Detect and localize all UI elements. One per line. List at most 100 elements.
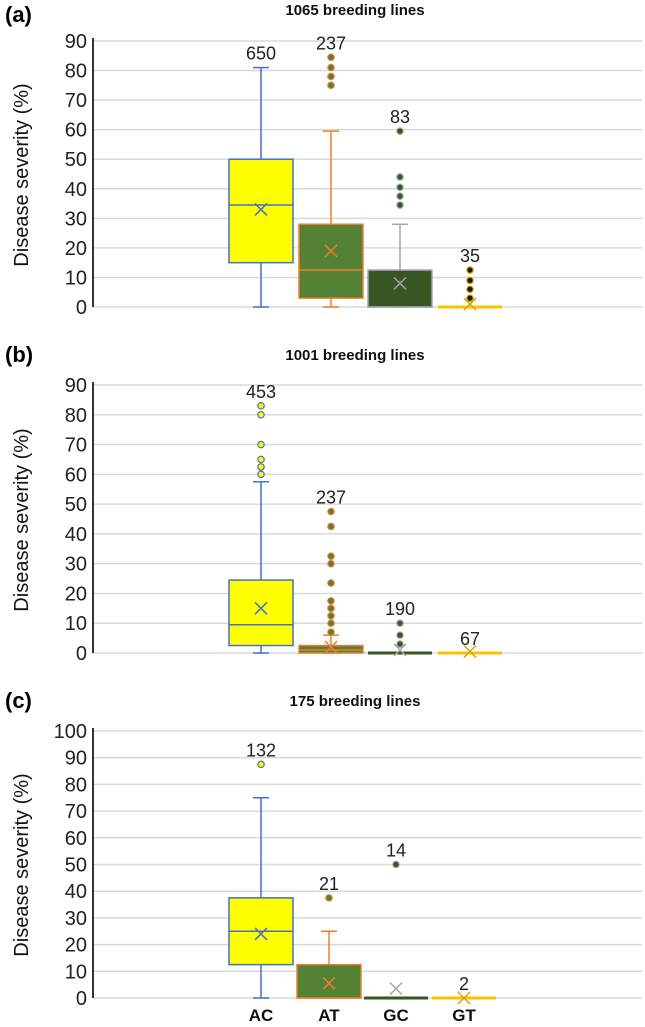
mean-marker (457, 991, 471, 1005)
y-tick-label: 20 (65, 583, 87, 605)
box-iqr (298, 223, 364, 299)
outlier-point (257, 455, 265, 464)
y-tick-label: 40 (65, 524, 87, 546)
outlier-point (327, 63, 335, 72)
count-label: 21 (319, 874, 339, 894)
box-iqr (228, 158, 294, 264)
box-AC: 650 (228, 44, 294, 308)
outlier-point (466, 276, 474, 285)
count-label: 83 (390, 107, 410, 127)
x-tick-label: AC (249, 1006, 274, 1025)
outlier-point (396, 173, 404, 181)
y-tick-label: 50 (65, 494, 87, 516)
y-tick-label: 0 (76, 297, 87, 319)
outlier-point (327, 604, 335, 613)
count-label: 453 (246, 382, 276, 402)
count-label: 67 (460, 629, 480, 649)
y-tick-label: 30 (65, 208, 87, 230)
outlier-point (327, 81, 335, 90)
mean-marker (393, 276, 407, 290)
outlier-point (396, 192, 404, 200)
outlier-point (396, 640, 404, 648)
box-GC: 190 (368, 599, 432, 657)
outlier-point (396, 201, 404, 209)
outlier-point (466, 285, 474, 294)
y-tick-label: 0 (76, 988, 87, 1010)
mean-marker (463, 644, 477, 659)
mean-marker (324, 640, 338, 654)
outlier-point (325, 894, 333, 902)
count-label: 14 (386, 841, 406, 861)
y-tick-label: 40 (65, 881, 87, 903)
y-tick-label: 20 (65, 238, 87, 260)
panel-c: (c) 175 breeding lines Disease severity (%… (5, 688, 642, 1025)
outlier-point (327, 559, 335, 568)
outlier-point (257, 440, 265, 449)
y-tick-label: 50 (65, 855, 87, 877)
y-axis-label: Disease severity (%) (11, 83, 33, 266)
y-tick-label: 10 (65, 961, 87, 983)
mean-marker (393, 643, 407, 657)
box-GT: 2 GT (432, 974, 496, 1025)
outlier-point (257, 402, 265, 410)
y-tick-label: 40 (65, 179, 87, 201)
count-label: 132 (246, 740, 276, 760)
panel-label: (c) (5, 688, 32, 713)
outlier-point (396, 631, 404, 639)
y-axis-label: Disease severity (%) (11, 428, 33, 611)
mean-marker (322, 976, 336, 990)
outlier-point (466, 266, 474, 274)
chart-title: 1065 breeding lines (285, 2, 424, 19)
outlier-point (327, 507, 335, 516)
y-tick-label: 30 (65, 554, 87, 576)
y-tick-label: 30 (65, 908, 87, 930)
box-AT: 21 AT (296, 874, 362, 1025)
box-iqr (438, 651, 502, 655)
y-tick-label: 70 (65, 801, 87, 823)
y-tick-label: 50 (65, 149, 87, 171)
outlier-point (327, 579, 335, 587)
box-AC: 453 (228, 382, 294, 654)
box-AT: 237 (298, 488, 364, 654)
box-iqr (368, 651, 432, 655)
outlier-point (396, 619, 404, 628)
box-AC: 132 AC (228, 740, 294, 1025)
y-tick-label: 90 (65, 375, 87, 397)
outlier-point (396, 127, 404, 135)
box-iqr (367, 269, 433, 308)
outlier-point (327, 611, 335, 620)
outlier-point (392, 860, 400, 869)
mean-marker (324, 244, 338, 258)
mean-marker (254, 202, 268, 216)
outlier-point (257, 470, 265, 479)
y-tick-label: 60 (65, 464, 87, 486)
box-iqr (228, 579, 294, 647)
mean-marker (254, 601, 268, 615)
outlier-point (327, 522, 335, 531)
outlier-point (466, 294, 474, 302)
outlier-point (257, 410, 265, 419)
box-iqr (296, 963, 362, 999)
y-tick-label: 80 (65, 405, 87, 427)
y-tick-label: 80 (65, 774, 87, 796)
outlier-point (327, 552, 335, 561)
outlier-point (396, 183, 404, 192)
x-tick-label: AT (318, 1006, 340, 1025)
outlier-point (327, 53, 335, 62)
y-tick-label: 0 (76, 643, 87, 665)
mean-marker (389, 982, 403, 996)
y-tick-label: 60 (65, 828, 87, 850)
y-tick-label: 20 (65, 935, 87, 957)
outlier-point (327, 72, 335, 81)
box-GT: 67 (438, 629, 502, 659)
y-axis-label: Disease severity (%) (11, 773, 33, 956)
box-GT: 35 (438, 246, 502, 311)
count-label: 190 (385, 599, 415, 619)
y-tick-label: 10 (65, 613, 87, 635)
y-tick-label: 90 (65, 748, 87, 770)
box-iqr (438, 305, 502, 309)
box-GC: 14 GC (364, 841, 428, 1025)
outlier-point (257, 463, 265, 471)
box-GC: 83 (367, 107, 433, 308)
